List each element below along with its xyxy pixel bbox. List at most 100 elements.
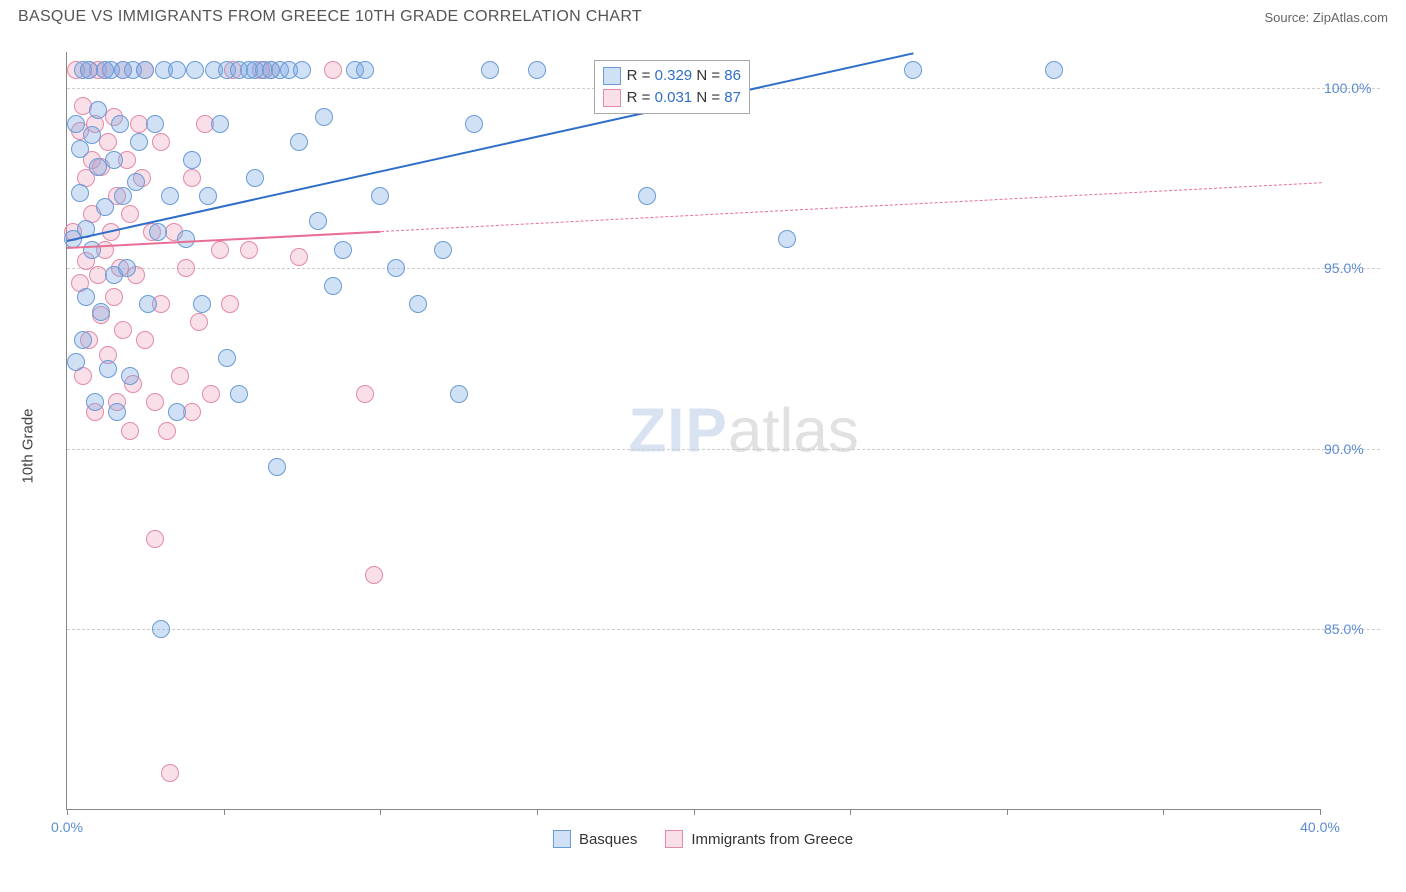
scatter-point <box>193 295 211 313</box>
scatter-point <box>143 223 161 241</box>
scatter-point <box>1045 61 1063 79</box>
scatter-point <box>290 248 308 266</box>
scatter-point <box>230 385 248 403</box>
scatter-point <box>99 360 117 378</box>
scatter-point <box>89 101 107 119</box>
scatter-point <box>114 61 132 79</box>
scatter-point <box>904 61 922 79</box>
scatter-point <box>224 61 242 79</box>
scatter-point <box>528 61 546 79</box>
scatter-point <box>218 61 236 79</box>
scatter-point <box>71 274 89 292</box>
source-attribution: Source: ZipAtlas.com <box>1264 10 1388 25</box>
scatter-point <box>136 61 154 79</box>
scatter-point <box>240 61 258 79</box>
scatter-point <box>118 151 136 169</box>
y-tick-label: 90.0% <box>1324 441 1382 457</box>
scatter-point <box>130 115 148 133</box>
scatter-point <box>77 169 95 187</box>
scatter-point <box>778 230 796 248</box>
scatter-point <box>246 169 264 187</box>
scatter-point <box>255 61 273 79</box>
trend-line <box>67 52 914 242</box>
chart-container: 10th Grade ZIPatlas 85.0%90.0%95.0%100.0… <box>18 40 1388 852</box>
scatter-point <box>290 133 308 151</box>
x-tick-label: 0.0% <box>51 819 83 835</box>
scatter-point <box>124 61 142 79</box>
x-tick-label: 40.0% <box>1300 819 1340 835</box>
scatter-point <box>346 61 364 79</box>
scatter-point <box>77 288 95 306</box>
legend-swatch <box>553 830 571 848</box>
scatter-point <box>168 403 186 421</box>
legend-item: Basques <box>553 830 637 848</box>
scatter-point <box>105 108 123 126</box>
scatter-point <box>152 295 170 313</box>
scatter-point <box>252 61 270 79</box>
scatter-point <box>450 385 468 403</box>
scatter-point <box>136 61 154 79</box>
legend-swatch <box>603 67 621 85</box>
scatter-point <box>152 133 170 151</box>
scatter-point <box>67 115 85 133</box>
scatter-point <box>171 367 189 385</box>
scatter-point <box>121 205 139 223</box>
x-tick <box>1007 809 1008 815</box>
scatter-point <box>96 61 114 79</box>
trend-line <box>380 182 1321 232</box>
legend-item: Immigrants from Greece <box>665 830 853 848</box>
y-tick-label: 95.0% <box>1324 260 1382 276</box>
y-tick-label: 100.0% <box>1324 80 1382 96</box>
scatter-point <box>356 385 374 403</box>
scatter-point <box>211 115 229 133</box>
x-tick <box>694 809 695 815</box>
scatter-point <box>481 61 499 79</box>
scatter-point <box>268 458 286 476</box>
scatter-point <box>83 151 101 169</box>
scatter-point <box>96 241 114 259</box>
scatter-point <box>365 566 383 584</box>
scatter-point <box>99 346 117 364</box>
scatter-point <box>211 241 229 259</box>
scatter-point <box>96 198 114 216</box>
scatter-point <box>121 422 139 440</box>
scatter-point <box>324 277 342 295</box>
scatter-point <box>67 353 85 371</box>
scatter-point <box>161 187 179 205</box>
scatter-point <box>83 241 101 259</box>
scatter-point <box>102 223 120 241</box>
scatter-point <box>324 61 342 79</box>
scatter-point <box>114 321 132 339</box>
scatter-point <box>89 61 107 79</box>
scatter-point <box>77 220 95 238</box>
scatter-point <box>124 375 142 393</box>
scatter-point <box>133 169 151 187</box>
trend-line <box>67 231 381 249</box>
y-tick-label: 85.0% <box>1324 621 1382 637</box>
scatter-point <box>638 187 656 205</box>
scatter-point <box>74 331 92 349</box>
scatter-point <box>121 367 139 385</box>
scatter-point <box>177 230 195 248</box>
y-axis-label: 10th Grade <box>20 408 37 483</box>
scatter-point <box>161 764 179 782</box>
legend-label: Immigrants from Greece <box>691 831 853 848</box>
scatter-point <box>92 158 110 176</box>
scatter-point <box>80 61 98 79</box>
scatter-point <box>108 187 126 205</box>
scatter-point <box>64 223 82 241</box>
scatter-point <box>271 61 289 79</box>
scatter-point <box>293 61 311 79</box>
scatter-point <box>183 403 201 421</box>
scatter-point <box>83 126 101 144</box>
scatter-point <box>108 403 126 421</box>
scatter-point <box>168 61 186 79</box>
scatter-point <box>96 61 114 79</box>
scatter-point <box>108 393 126 411</box>
scatter-point <box>205 61 223 79</box>
scatter-point <box>158 422 176 440</box>
chart-title: BASQUE VS IMMIGRANTS FROM GREECE 10TH GR… <box>18 8 642 26</box>
scatter-point <box>246 61 264 79</box>
scatter-point <box>356 61 374 79</box>
scatter-point <box>280 61 298 79</box>
